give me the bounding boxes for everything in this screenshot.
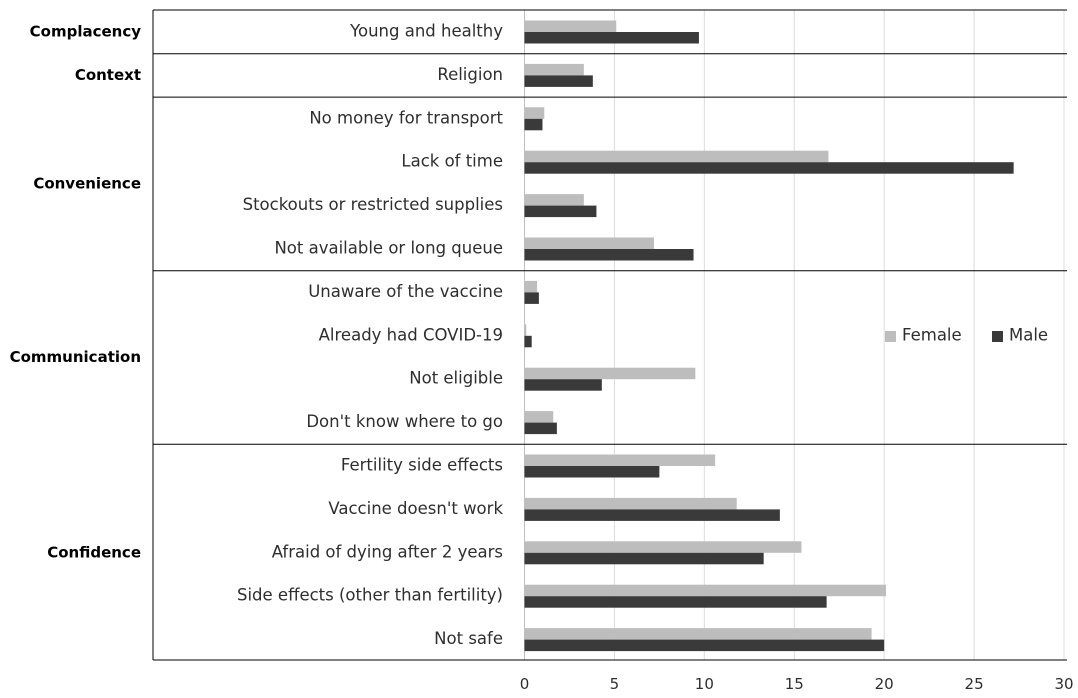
x-axis-tick-labels: 0 5 10 15 20 25 30 (520, 675, 1074, 693)
x-tick-label: 15 (785, 675, 804, 693)
bar-female (524, 367, 696, 380)
bar-male (524, 596, 827, 608)
group-labels: Complacency Context Convenience Communicati… (10, 23, 142, 562)
legend-label-female: Female (902, 326, 962, 345)
bar-male (524, 75, 593, 87)
x-tick-label: 5 (610, 675, 620, 693)
legend: Female Male (885, 326, 1048, 345)
bar-male (524, 639, 885, 652)
x-tick-label: 0 (520, 675, 530, 693)
category-label: Fertility side effects (341, 456, 503, 475)
bar-female (524, 324, 527, 336)
bar-male (524, 466, 660, 478)
bar-female (524, 497, 737, 510)
group-label: Confidence (47, 543, 141, 561)
category-label: Not available or long queue (274, 239, 503, 258)
bar-male (524, 292, 539, 304)
category-label: Not eligible (409, 369, 503, 388)
bar-female (524, 150, 829, 163)
legend-swatch-female (885, 331, 896, 342)
group-label: Convenience (33, 174, 141, 192)
bar-male (524, 162, 1014, 174)
bar-female (524, 63, 584, 76)
category-label: Not safe (434, 629, 503, 648)
bar-female (524, 194, 584, 206)
group-label: Context (75, 66, 141, 84)
category-label: Already had COVID-19 (319, 325, 503, 344)
bar-male (524, 422, 557, 435)
bar-male (524, 32, 699, 44)
x-tick-label: 10 (695, 675, 714, 693)
bar-female (524, 237, 654, 249)
bars (524, 20, 1014, 652)
group-dividers (152, 9, 1067, 661)
bar-female (524, 454, 716, 466)
category-label: No money for transport (309, 108, 503, 127)
group-label: Communication (10, 348, 141, 366)
bar-male (524, 379, 602, 391)
category-label: Unaware of the vaccine (308, 282, 503, 301)
category-label: Vaccine doesn't work (328, 499, 503, 518)
bar-female (524, 541, 802, 553)
category-label: Lack of time (401, 152, 503, 171)
category-label: Don't know where to go (306, 412, 503, 431)
bar-female (524, 20, 617, 32)
legend-label-male: Male (1009, 326, 1048, 345)
bar-male (524, 118, 543, 131)
bar-female (524, 411, 554, 423)
bar-female (524, 584, 886, 597)
x-tick-label: 20 (875, 675, 894, 693)
x-tick-label: 25 (965, 675, 984, 693)
legend-swatch-male (992, 331, 1003, 342)
bar-female (524, 628, 872, 640)
category-label: Afraid of dying after 2 years (272, 542, 503, 561)
category-label: Stockouts or restricted supplies (243, 195, 503, 214)
bar-female (524, 107, 545, 119)
bar-male (524, 335, 532, 348)
category-labels: Young and healthy Religion No money for tr… (237, 22, 504, 649)
bar-male (524, 249, 694, 261)
bar-male (524, 552, 764, 565)
category-label: Religion (437, 65, 503, 84)
bar-male (524, 509, 780, 521)
bar-male (524, 205, 597, 218)
category-label: Side effects (other than fertility) (237, 586, 503, 605)
x-tick-label: 30 (1054, 675, 1073, 693)
category-label: Young and healthy (349, 22, 503, 41)
bar-female (524, 280, 538, 293)
group-label: Complacency (30, 23, 142, 41)
